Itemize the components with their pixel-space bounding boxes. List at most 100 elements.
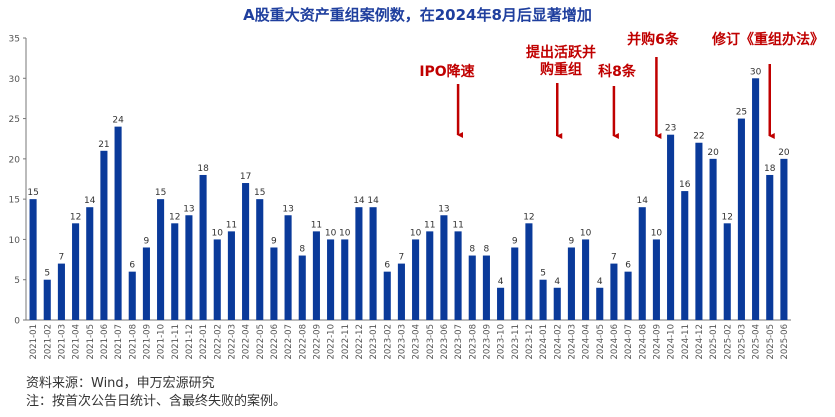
data-label: 12 <box>523 212 534 222</box>
data-label: 6 <box>129 261 135 271</box>
data-label: 9 <box>569 236 575 246</box>
bar <box>114 126 122 320</box>
annotation-text: 购重组 <box>540 61 582 78</box>
bar <box>624 271 632 320</box>
data-label: 11 <box>424 220 435 230</box>
bar <box>709 158 717 320</box>
y-tick-label: 25 <box>9 115 20 125</box>
bar <box>213 239 221 320</box>
data-label: 6 <box>625 261 631 271</box>
data-label: 17 <box>240 172 251 182</box>
bar <box>256 199 264 320</box>
bar <box>497 287 505 320</box>
bar <box>298 255 306 320</box>
bar <box>43 279 51 320</box>
bar <box>327 239 335 320</box>
x-tick-label: 2022-12 <box>355 324 365 360</box>
bar <box>57 263 65 320</box>
x-tick-label: 2021-10 <box>157 324 167 360</box>
bar <box>426 231 434 320</box>
x-tick-label: 2021-05 <box>86 324 96 360</box>
x-tick-label: 2023-09 <box>482 324 492 360</box>
x-tick-label: 2023-07 <box>454 324 464 360</box>
bar <box>227 231 235 320</box>
x-tick-label: 2024-06 <box>610 324 620 360</box>
y-tick-label: 20 <box>9 155 21 165</box>
data-label: 21 <box>98 140 109 150</box>
x-tick-label: 2024-02 <box>553 324 563 360</box>
x-tick-label: 2022-04 <box>242 324 252 360</box>
data-label: 15 <box>254 188 265 198</box>
annotation-text: 科8条 <box>598 63 637 80</box>
data-label: 14 <box>84 196 96 206</box>
x-tick-label: 2024-01 <box>539 324 549 360</box>
bar-series <box>29 78 788 321</box>
x-tick-label: 2025-06 <box>780 324 790 360</box>
bar <box>312 231 320 320</box>
x-tick-label: 2022-08 <box>298 324 308 360</box>
x-tick-label: 2023-06 <box>440 324 450 360</box>
x-tick-label: 2025-03 <box>737 324 747 360</box>
bar <box>582 239 590 320</box>
bar <box>86 207 94 320</box>
x-tick-label: 2025-02 <box>723 324 733 360</box>
data-label: 18 <box>764 164 776 174</box>
bar <box>341 239 349 320</box>
x-tick-label: 2024-07 <box>624 324 634 360</box>
bar <box>610 263 618 320</box>
data-label: 6 <box>384 261 390 271</box>
bar <box>780 158 788 320</box>
data-label: 10 <box>339 228 351 238</box>
x-tick-label: 2024-04 <box>582 324 592 360</box>
x-tick-label: 2023-03 <box>397 324 407 360</box>
x-tick-label: 2021-07 <box>114 324 124 360</box>
x-tick-label: 2024-12 <box>695 324 705 360</box>
x-tick-label: 2023-01 <box>369 324 379 360</box>
data-label: 30 <box>750 67 762 77</box>
bar <box>553 287 561 320</box>
x-tick-label: 2022-09 <box>312 324 322 360</box>
data-label: 13 <box>438 204 449 214</box>
bar <box>128 271 136 320</box>
bar <box>355 207 363 320</box>
bar <box>667 134 675 320</box>
x-tick-label: 2023-11 <box>511 324 521 360</box>
data-label: 12 <box>70 212 81 222</box>
data-label: 12 <box>169 212 180 222</box>
data-label: 13 <box>183 204 194 214</box>
x-tick-label: 2021-03 <box>57 324 67 360</box>
x-tick-label: 2021-02 <box>43 324 53 360</box>
x-tick-label: 2024-11 <box>681 324 691 360</box>
x-tick-label: 2022-10 <box>327 324 337 360</box>
x-tick-label: 2024-05 <box>596 324 606 360</box>
data-label: 10 <box>580 228 592 238</box>
x-tick-label: 2021-06 <box>100 324 110 360</box>
x-tick-label: 2025-01 <box>709 324 719 360</box>
data-label: 7 <box>59 253 65 263</box>
chart-title: A股重大资产重组案例数，在2024年8月后显著增加 <box>243 6 592 24</box>
bar <box>185 215 193 320</box>
x-tick-label: 2023-05 <box>426 324 436 360</box>
data-label: 10 <box>410 228 422 238</box>
bar <box>100 150 108 320</box>
x-tick-label: 2021-01 <box>29 324 39 360</box>
data-label: 24 <box>112 116 124 126</box>
data-label: 11 <box>311 220 322 230</box>
x-tick-label: 2021-09 <box>142 324 152 360</box>
x-tick-label: 2024-03 <box>567 324 577 360</box>
data-label: 4 <box>597 277 603 287</box>
x-tick-label: 2021-12 <box>185 324 195 360</box>
bar <box>511 247 519 320</box>
data-label: 8 <box>299 245 305 255</box>
data-label: 7 <box>399 253 405 263</box>
data-label: 9 <box>512 236 518 246</box>
x-tick-label: 2022-11 <box>341 324 351 360</box>
annotation-text: 提出活跃并 <box>526 44 596 61</box>
bar <box>539 279 547 320</box>
bar <box>752 78 760 321</box>
y-tick-label: 30 <box>9 75 21 85</box>
bar <box>142 247 150 320</box>
data-label: 16 <box>679 180 691 190</box>
